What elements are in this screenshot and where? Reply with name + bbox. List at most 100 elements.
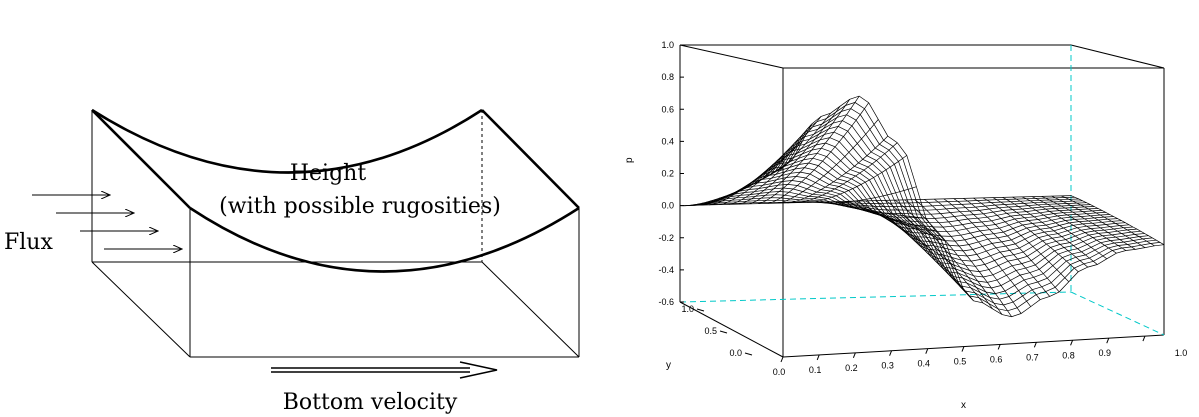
mesh-line-y xyxy=(914,199,1012,317)
x-tick-mark xyxy=(997,344,1001,350)
mesh-line-y xyxy=(865,200,965,292)
mesh-line-y xyxy=(787,135,889,204)
y-tick-mark xyxy=(696,308,705,312)
plot-box xyxy=(679,44,1165,358)
z-axis: 1.0 0.8 0.6 0.4 0.2 0.0 -0.2 -0.4 -0.6 xyxy=(658,40,684,307)
mesh-line-y xyxy=(689,159,793,206)
y-tick-mark xyxy=(744,352,753,356)
bottom-velocity-label: Bottom velocity xyxy=(283,390,458,415)
x-tick-mark xyxy=(852,352,856,359)
mesh-line-y xyxy=(719,116,822,205)
box-wireframe xyxy=(91,110,580,358)
z-tick-label: -0.2 xyxy=(658,233,674,243)
x-tick-label: 0.3 xyxy=(881,361,894,371)
x-axis-label: x xyxy=(961,400,966,411)
mesh-line-x xyxy=(739,152,1126,262)
height-label-line1: Height xyxy=(290,161,366,186)
x-tick-label: 0.9 xyxy=(1098,348,1111,358)
mesh-line-y xyxy=(777,119,879,204)
z-tick-label: 0.0 xyxy=(661,201,674,211)
mesh-line-y xyxy=(992,197,1089,268)
mesh-line-y xyxy=(1070,195,1165,246)
x-tick-label: 0.1 xyxy=(809,365,822,375)
mesh-line-y xyxy=(728,112,831,205)
y-axis-label: y xyxy=(666,360,671,371)
mesh-line-y xyxy=(758,95,860,204)
mesh-line-y xyxy=(767,102,869,204)
mesh-line-y xyxy=(1012,196,1108,260)
x-tick-mark xyxy=(961,346,965,352)
mesh-line-y xyxy=(1061,195,1155,247)
x-tick-mark xyxy=(1070,340,1074,346)
surface-plot: 1.0 0.8 0.6 0.4 0.2 0.0 -0.2 -0.4 -0.6 0.0 0.1 0.2… xyxy=(624,40,1187,411)
mesh-line-x xyxy=(774,108,1157,306)
hidden-box-edges xyxy=(679,45,1165,336)
mesh-line-y xyxy=(807,155,908,203)
x-tick-mark xyxy=(816,354,820,361)
mesh-line-y xyxy=(1031,196,1127,251)
x-tick-mark xyxy=(1033,342,1037,348)
mesh-line-y xyxy=(943,198,1041,300)
flux-label: Flux xyxy=(4,230,53,255)
x-tick-label: 0.5 xyxy=(954,357,967,367)
mesh-line-y xyxy=(953,198,1050,297)
mesh-line-y xyxy=(924,199,1022,314)
mesh-line-y xyxy=(875,200,974,302)
x-tick-label: 1.0 xyxy=(1175,348,1188,358)
mesh-line-y xyxy=(738,105,841,205)
mesh-line-y xyxy=(816,186,917,204)
x-tick-mark xyxy=(1142,335,1146,342)
y-tick-label: 1.0 xyxy=(681,304,694,314)
z-tick-label: 0.6 xyxy=(661,104,674,114)
x-tick-label: 0.6 xyxy=(990,354,1003,364)
mesh-line-x xyxy=(731,162,1118,252)
x-tick-mark xyxy=(780,356,784,363)
mesh-line-y xyxy=(933,198,1031,307)
mesh-line-y xyxy=(846,201,946,242)
mesh-line-y xyxy=(797,142,898,203)
y-tick-mark xyxy=(719,330,728,334)
x-tick-mark xyxy=(925,348,929,354)
mesh-line-y xyxy=(1002,197,1098,265)
mesh-line-y xyxy=(826,201,926,219)
mesh-line-y xyxy=(963,198,1060,293)
mesh-line-y xyxy=(1021,196,1117,254)
mesh-line-y xyxy=(904,199,1003,315)
z-tick-label: 1.0 xyxy=(661,40,674,50)
flux-arrows xyxy=(32,195,182,249)
mesh-line-x xyxy=(778,102,1161,312)
z-axis-label: p xyxy=(624,157,635,163)
x-axis: 0.0 0.1 0.2 0.3 0.4 0.5 0.6 0.7 0.8 0.9 1.0 xyxy=(773,335,1188,377)
mesh-line-y xyxy=(1041,196,1136,250)
x-tick-mark xyxy=(1106,338,1110,344)
y-tick-label: 0.0 xyxy=(729,348,742,358)
mesh-line-y xyxy=(855,200,955,267)
x-tick-label: 0.8 xyxy=(1062,350,1075,360)
mesh-line-y xyxy=(982,197,1079,272)
x-tick-label: 0.0 xyxy=(773,367,786,377)
channel-diagram: Height (with possible rugosities) Flux B… xyxy=(4,108,580,415)
height-label-line2: (with possible rugosities) xyxy=(219,194,501,219)
bottom-velocity-arrow xyxy=(271,361,498,379)
x-tick-label: 0.4 xyxy=(918,359,931,369)
mesh-line-x xyxy=(765,120,1149,294)
z-tick-label: 0.2 xyxy=(661,169,674,179)
x-tick-label: 0.7 xyxy=(1026,352,1039,362)
height-surface xyxy=(91,108,580,273)
mesh-line-y xyxy=(894,199,993,310)
x-tick-label: 0.2 xyxy=(845,363,858,373)
y-axis: 1.0 0.5 0.0 xyxy=(681,304,753,358)
z-tick-label: 0.8 xyxy=(661,72,674,82)
z-tick-label: -0.4 xyxy=(658,265,674,275)
z-tick-label: 0.4 xyxy=(661,136,674,146)
mesh-line-y xyxy=(1051,195,1146,248)
x-tick-mark xyxy=(889,350,893,356)
mesh-line-y xyxy=(748,99,850,205)
z-tick-label: -0.6 xyxy=(658,297,674,307)
mesh-line-y xyxy=(885,200,984,304)
y-tick-label: 0.5 xyxy=(704,326,717,336)
mesh-line-y xyxy=(973,197,1070,283)
surface-mesh xyxy=(679,95,1165,318)
mesh-line-y xyxy=(709,123,812,206)
